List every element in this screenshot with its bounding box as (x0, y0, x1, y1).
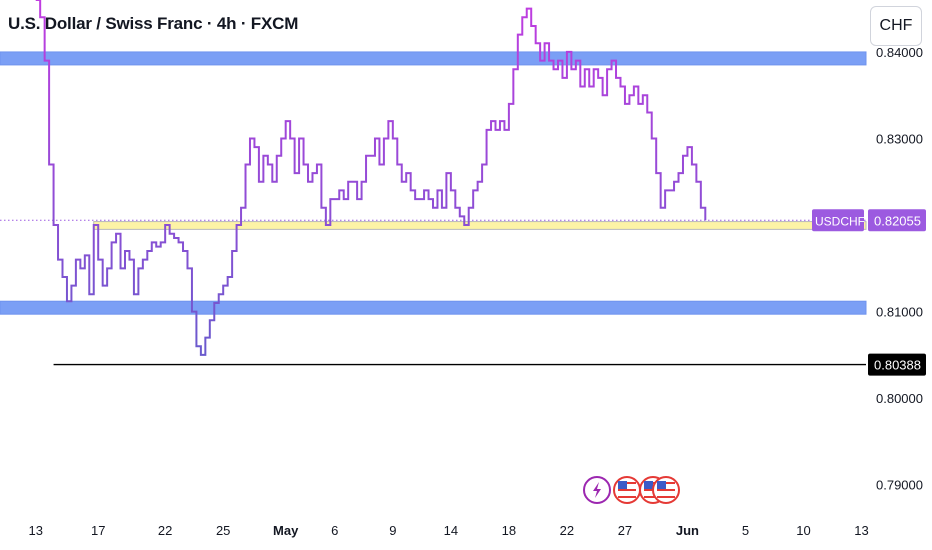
x-tick-label: 22 (560, 523, 574, 538)
x-tick-label: 14 (444, 523, 458, 538)
x-tick-label: 25 (216, 523, 230, 538)
x-tick-label: Jun (676, 523, 699, 538)
flag-canton (618, 481, 627, 489)
x-tick-label: 5 (742, 523, 749, 538)
x-tick-label: 10 (796, 523, 810, 538)
chart-title: U.S. Dollar / Swiss Franc · 4h · FXCM (8, 14, 299, 33)
y-tick-label: 0.81000 (876, 305, 923, 320)
x-tick-label: 18 (502, 523, 516, 538)
symbol-tag-bg (812, 209, 864, 232)
last-price-tag: 0.82055 (874, 213, 921, 228)
x-tick-label: 13 (28, 523, 42, 538)
flash-glyph (593, 482, 601, 498)
x-tick-label: 27 (618, 523, 632, 538)
low-price-tag: 0.80388 (874, 358, 921, 373)
zone-support (0, 300, 867, 315)
low-price-tag-bg (868, 353, 926, 376)
x-tick-label: May (273, 523, 299, 538)
y-tick-label: 0.84000 (876, 45, 923, 60)
flag-canton (657, 481, 666, 489)
y-tick-label: 0.83000 (876, 131, 923, 146)
x-tick-label: 9 (389, 523, 396, 538)
x-tick-label: 13 (854, 523, 868, 538)
x-tick-label: 6 (331, 523, 338, 538)
last-price-tag-bg (868, 209, 926, 232)
zone-resistance (0, 51, 867, 66)
currency-button[interactable]: CHF (870, 6, 922, 46)
zone-entry (93, 221, 867, 230)
y-tick-label: 0.79000 (876, 478, 923, 493)
flag-canton (644, 481, 653, 489)
symbol-tag: USDCHF (815, 214, 865, 228)
x-tick-label: 22 (158, 523, 172, 538)
price-series-line (35, 0, 707, 356)
y-tick-label: 0.80000 (876, 391, 923, 406)
x-tick-label: 17 (91, 523, 105, 538)
